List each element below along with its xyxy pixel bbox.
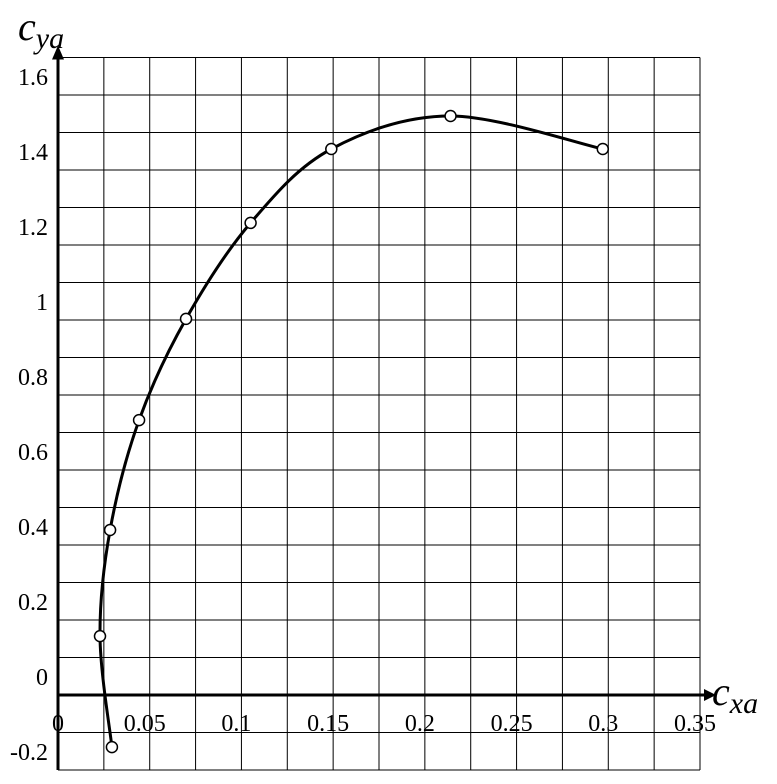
y-tick-label: 1.2 <box>18 215 48 241</box>
y-tick-label: 1 <box>36 290 48 316</box>
x-axis-label: cxa <box>712 669 758 720</box>
y-tick-label: 0.6 <box>18 440 48 466</box>
x-tick-label: 0.35 <box>674 711 716 737</box>
x-tick-label: 0.3 <box>588 711 618 737</box>
data-point <box>179 312 193 326</box>
data-point <box>103 523 117 537</box>
curve <box>98 114 604 748</box>
y-tick-label: 0.4 <box>18 515 48 541</box>
x-axis-arrow <box>704 689 716 701</box>
x-label-subscript: xa <box>729 687 758 720</box>
x-tick-label: 0.1 <box>221 711 251 737</box>
y-tick-label: -0.2 <box>10 740 48 766</box>
y-tick-label: 0.8 <box>18 365 48 391</box>
x-tick-label: 0.25 <box>491 711 533 737</box>
data-point <box>105 740 119 754</box>
data-point <box>244 216 257 230</box>
data-point <box>132 413 146 427</box>
y-tick-label: 0 <box>36 665 48 691</box>
y-axis-arrow <box>52 45 64 60</box>
data-point <box>596 142 610 156</box>
data-point <box>325 142 338 156</box>
x-label-symbol: c <box>712 669 730 714</box>
y-axis-label: cya <box>18 4 64 55</box>
y-tick-label: 1.6 <box>18 65 48 91</box>
x-tick-label: 0.15 <box>307 711 349 737</box>
x-tick-label: 0.2 <box>405 711 435 737</box>
y-label-symbol: c <box>18 4 36 49</box>
x-tick-label: 0.05 <box>124 711 166 737</box>
y-tick-label: 0.2 <box>18 590 48 616</box>
y-tick-label: 1.4 <box>18 140 48 166</box>
data-point <box>444 109 457 123</box>
data-point <box>93 629 107 643</box>
